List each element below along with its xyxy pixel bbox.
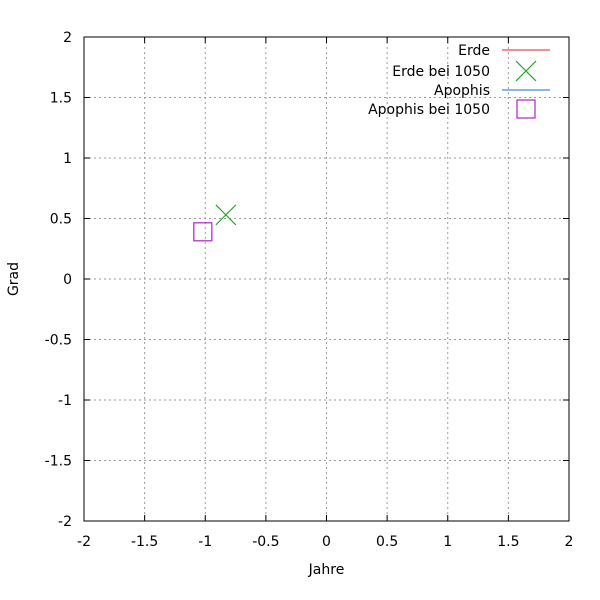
legend-label: Apophis	[434, 83, 490, 99]
y-tick-label: 1	[63, 151, 72, 167]
x-tick-label: -1	[198, 534, 212, 550]
x-tick-label: 0.5	[376, 534, 398, 550]
legend-label: Apophis bei 1050	[368, 102, 490, 118]
x-tick-label: 1.5	[497, 534, 519, 550]
y-tick-labels: -2 -1.5 -1 -0.5 0 0.5 1 1.5 2	[45, 30, 72, 530]
y-tick-label: -1	[58, 393, 72, 409]
x-tick-label: 1	[443, 534, 452, 550]
x-tick-labels: -2 -1.5 -1 -0.5 0 0.5 1 1.5 2	[77, 534, 573, 550]
y-tick-label: -0.5	[45, 333, 72, 349]
x-tick-label: -2	[77, 534, 91, 550]
y-tick-label: -2	[58, 514, 72, 530]
series	[193, 204, 237, 242]
legend-marker-swatch	[516, 99, 536, 119]
data-point	[193, 222, 213, 242]
y-tick-label: 1.5	[50, 91, 72, 107]
y-tick-label: 2	[63, 30, 72, 46]
legend-label: Erde bei 1050	[392, 64, 490, 80]
x-tick-label: -0.5	[252, 534, 279, 550]
legend-label: Erde	[458, 43, 490, 59]
y-tick-label: 0	[63, 272, 72, 288]
x-tick-label: 2	[565, 534, 574, 550]
legend: Erde Erde bei 1050 Apophis Apophis bei 1050	[368, 43, 550, 119]
legend-marker-swatch	[515, 60, 537, 82]
ticks	[83, 36, 570, 522]
x-tick-label: 0	[322, 534, 331, 550]
data-point	[215, 204, 237, 226]
x-axis-label: Jahre	[308, 562, 345, 578]
y-tick-label: 0.5	[50, 212, 72, 228]
grid	[84, 37, 569, 521]
y-tick-label: -1.5	[45, 454, 72, 470]
x-tick-label: -1.5	[131, 534, 158, 550]
y-axis-label: Grad	[6, 262, 22, 296]
